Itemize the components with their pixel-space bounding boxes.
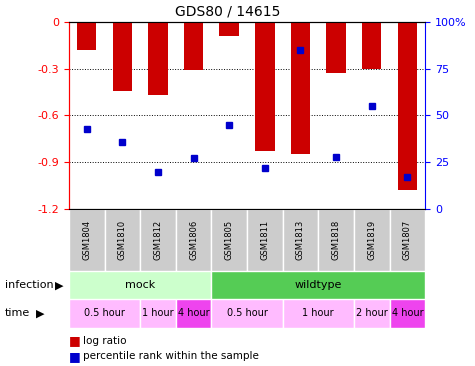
Text: GDS80 / 14615: GDS80 / 14615 — [175, 4, 281, 18]
Text: GSM1819: GSM1819 — [367, 220, 376, 260]
Text: 0.5 hour: 0.5 hour — [227, 309, 267, 318]
Bar — [219, 22, 239, 36]
Bar — [291, 22, 310, 154]
Bar — [354, 299, 390, 328]
Bar — [176, 209, 211, 271]
Bar — [326, 22, 346, 74]
Bar — [390, 299, 425, 328]
Bar — [247, 209, 283, 271]
Text: 4 hour: 4 hour — [178, 309, 209, 318]
Text: GSM1811: GSM1811 — [260, 220, 269, 260]
Text: GSM1810: GSM1810 — [118, 220, 127, 260]
Bar — [184, 22, 203, 70]
Text: 1 hour: 1 hour — [142, 309, 174, 318]
Bar — [283, 299, 354, 328]
Text: 4 hour: 4 hour — [391, 309, 423, 318]
Text: GSM1812: GSM1812 — [153, 220, 162, 260]
Text: ▶: ▶ — [55, 280, 63, 290]
Text: percentile rank within the sample: percentile rank within the sample — [83, 351, 259, 361]
Bar — [69, 209, 104, 271]
Bar — [104, 209, 140, 271]
Text: infection: infection — [5, 280, 53, 290]
Bar — [140, 299, 176, 328]
Bar — [176, 299, 211, 328]
Bar — [140, 209, 176, 271]
Text: GSM1805: GSM1805 — [225, 220, 234, 260]
Bar — [354, 209, 390, 271]
Bar — [211, 299, 283, 328]
Text: wildtype: wildtype — [294, 280, 342, 290]
Text: time: time — [5, 309, 30, 318]
Bar — [318, 209, 354, 271]
Bar — [255, 22, 275, 151]
Text: ■: ■ — [69, 335, 81, 348]
Text: ▶: ▶ — [36, 309, 44, 318]
Text: GSM1804: GSM1804 — [82, 220, 91, 260]
Bar — [362, 22, 381, 69]
Bar — [148, 22, 168, 95]
Bar — [211, 271, 425, 299]
Bar — [283, 209, 318, 271]
Bar — [77, 22, 96, 50]
Text: 0.5 hour: 0.5 hour — [84, 309, 125, 318]
Bar — [69, 299, 140, 328]
Text: GSM1818: GSM1818 — [332, 220, 341, 260]
Bar — [398, 22, 417, 190]
Text: GSM1806: GSM1806 — [189, 220, 198, 260]
Text: ■: ■ — [69, 350, 81, 363]
Bar — [113, 22, 132, 90]
Bar — [211, 209, 247, 271]
Bar — [69, 271, 211, 299]
Text: GSM1813: GSM1813 — [296, 220, 305, 260]
Text: log ratio: log ratio — [83, 336, 127, 346]
Text: GSM1807: GSM1807 — [403, 220, 412, 260]
Text: 2 hour: 2 hour — [356, 309, 388, 318]
Text: mock: mock — [125, 280, 155, 290]
Text: 1 hour: 1 hour — [303, 309, 334, 318]
Bar — [390, 209, 425, 271]
